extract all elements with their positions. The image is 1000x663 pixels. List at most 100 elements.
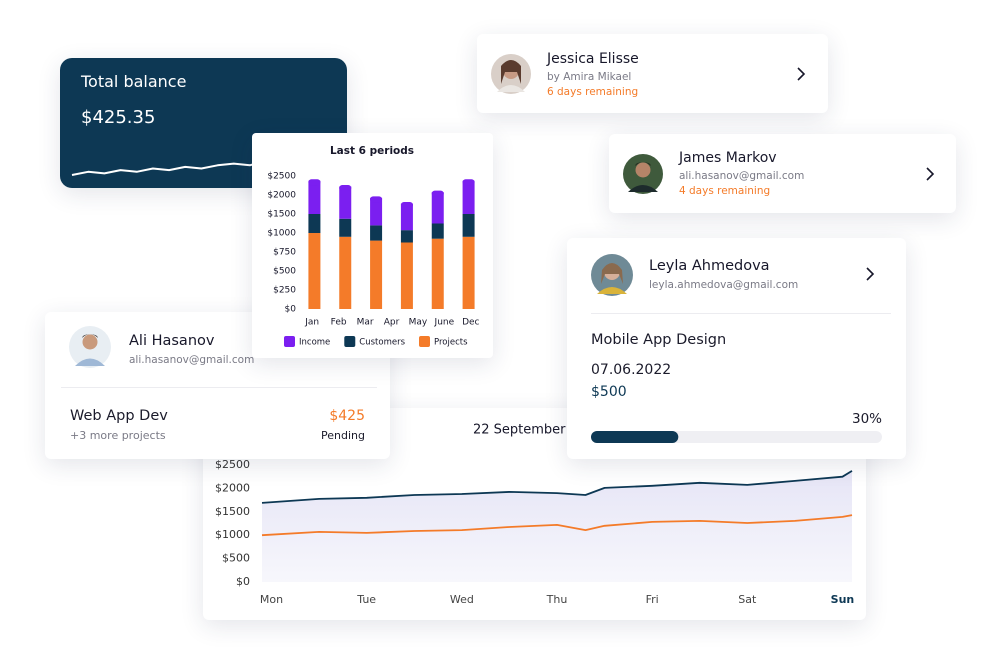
project-status: Pending [321, 429, 365, 442]
y-tick-label: $1500 [215, 505, 250, 518]
y-tick-label: $0 [236, 575, 250, 588]
x-tick-label: Mon [260, 593, 283, 606]
bar-segment [339, 236, 352, 309]
project-more: +3 more projects [70, 429, 166, 442]
chevron[interactable] [864, 266, 876, 282]
x-tick-label: June [434, 318, 455, 328]
project-amount: $500 [591, 384, 627, 400]
bar-segment [370, 225, 383, 241]
x-tick-label: Feb [331, 318, 347, 328]
x-tick-label: Dec [462, 318, 479, 328]
project-card: Leyla Ahmedova leyla.ahmedova@gmail.com … [567, 238, 906, 459]
bar-segment [308, 180, 321, 214]
bar-cap [308, 179, 321, 186]
contact-status: 4 days remaining [679, 185, 771, 197]
x-tick-label: May [409, 318, 428, 328]
bar-cap [400, 202, 413, 209]
bar-cap [370, 196, 383, 203]
y-tick-label: $2000 [267, 191, 296, 201]
x-tick-label: Thu [546, 593, 568, 606]
chevron[interactable] [924, 166, 936, 182]
y-tick-label: $1000 [267, 229, 296, 239]
line-chart: 22 September 2022 $0$500$1000$1500$2000$… [215, 423, 855, 607]
bar-cap [462, 179, 475, 186]
legend-swatch [284, 336, 295, 347]
legend-swatch [344, 336, 356, 347]
legend-swatch [419, 336, 430, 347]
project-person-name: Ali Hasanov [129, 333, 215, 349]
project-person-email: leyla.ahmedova@gmail.com [649, 279, 799, 291]
avatar [591, 254, 633, 296]
x-tick-label: Sat [738, 593, 757, 606]
project-date: 07.06.2022 [591, 362, 672, 378]
bar-segment [431, 238, 444, 309]
avatar [623, 154, 663, 194]
contact-name: James Markov [679, 150, 777, 166]
y-tick-label: $1500 [267, 210, 296, 220]
bar-chart-card: Last 6 periods $2500 $2000 $1500 $1000 $750 $… [252, 133, 493, 358]
y-tick-label: $500 [222, 552, 250, 565]
contact-subtitle: ali.hasanov@gmail.com [679, 170, 805, 182]
x-tick-label: Jan [304, 318, 319, 328]
bar-segment [308, 214, 321, 233]
legend-label: Projects [434, 338, 468, 348]
bar-segment [462, 236, 475, 309]
bar-segment [308, 233, 321, 309]
project-title: Mobile App Design [591, 332, 727, 348]
project-amount: $425 [329, 408, 365, 424]
contact-name: Jessica Elisse [547, 51, 639, 67]
y-tick-label: $0 [285, 305, 297, 315]
bar-segment [400, 203, 413, 231]
progress-bar [591, 431, 882, 443]
contact-card: Jessica Elisse by Amira Mikael 6 days re… [477, 34, 828, 113]
avatar [69, 326, 111, 368]
x-tick-label: Fri [646, 593, 659, 606]
project-title: Web App Dev [70, 408, 168, 424]
y-tick-label: $1000 [215, 528, 250, 541]
x-tick-label: Apr [384, 318, 400, 328]
bar-segment [400, 242, 413, 309]
bar-segment [431, 223, 444, 239]
bar-segment [400, 230, 413, 243]
legend-label: Customers [359, 338, 405, 348]
contact-status: 6 days remaining [547, 86, 639, 98]
line-series [261, 514, 853, 537]
chevron[interactable] [795, 66, 807, 82]
y-tick-label: $250 [273, 286, 296, 296]
line-series [261, 470, 853, 504]
progress-label: 30% [851, 411, 882, 427]
bar-cap [339, 184, 352, 191]
contact-card: James Markov ali.hasanov@gmail.com 4 day… [609, 134, 956, 213]
bar-segment [339, 218, 352, 237]
divider [61, 387, 377, 388]
legend-label: Income [299, 338, 330, 348]
bar-segment [462, 214, 475, 237]
y-tick-label: $750 [273, 248, 296, 258]
project-person-name: Leyla Ahmedova [649, 258, 770, 274]
contact-subtitle: by Amira Mikael [547, 71, 632, 83]
divider [591, 313, 891, 314]
y-tick-label: $2500 [267, 172, 296, 182]
x-tick-label: Wed [450, 593, 474, 606]
bar-segment [431, 192, 444, 224]
balance-title: Total balance [81, 72, 187, 91]
bar-chart-title: Last 6 periods [330, 145, 414, 157]
x-tick-label: Sun [831, 593, 855, 606]
bar-cap [431, 190, 444, 197]
y-tick-label: $500 [273, 267, 296, 277]
bar-segment [339, 186, 352, 219]
project-person-email: ali.hasanov@gmail.com [129, 354, 255, 366]
line-area [262, 470, 852, 582]
avatar [491, 54, 531, 94]
y-tick-label: $2000 [215, 481, 250, 494]
bar-segment [370, 240, 383, 309]
progress-fill [591, 431, 679, 443]
bar-segment [370, 197, 383, 226]
balance-amount: $425.35 [81, 107, 156, 128]
x-tick-label: Tue [356, 593, 376, 606]
x-tick-label: Mar [357, 318, 374, 328]
bar-chart: Last 6 periods $2500 $2000 $1500 $1000 $750 $… [267, 145, 479, 348]
y-tick-label: $2500 [215, 458, 250, 471]
bar-segment [462, 180, 475, 214]
